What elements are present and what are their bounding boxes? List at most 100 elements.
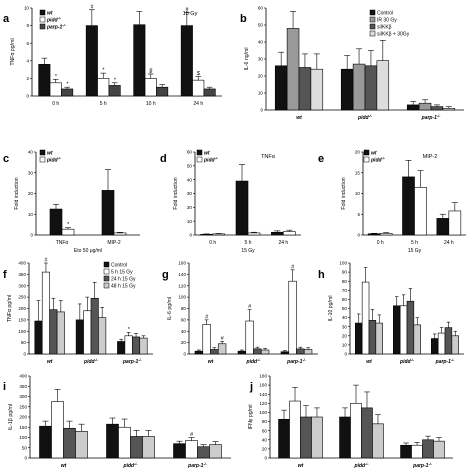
bar-j-2-3 bbox=[433, 440, 445, 459]
bar-i-2-0 bbox=[173, 443, 186, 459]
bar-f-0-1 bbox=[41, 271, 50, 355]
bar-f-2-1 bbox=[124, 335, 133, 355]
bar-j-0-0 bbox=[278, 418, 290, 459]
bar-b-2-0 bbox=[406, 104, 420, 111]
bar-b-1-2 bbox=[364, 65, 378, 111]
bar-h-2-1 bbox=[437, 332, 446, 355]
bar-a-1-2 bbox=[108, 85, 121, 97]
legend-swatch bbox=[39, 156, 46, 163]
legend-swatch bbox=[196, 149, 203, 156]
y-tick-label: 50 bbox=[22, 445, 28, 450]
significance-marker: * bbox=[114, 77, 117, 83]
panel-label: h bbox=[318, 269, 325, 281]
y-axis-label: Fold induction bbox=[14, 177, 20, 209]
bar-f-1-1 bbox=[83, 310, 92, 355]
legend-label: pidd-/- bbox=[46, 156, 62, 163]
significance-marker: * bbox=[66, 82, 69, 88]
bar-j-0-1 bbox=[289, 400, 301, 459]
x-axis-label: Eto 50 μg/ml bbox=[74, 248, 102, 254]
panel-label: j bbox=[249, 381, 253, 393]
y-tick-label: 300 bbox=[18, 283, 26, 288]
y-tick-label: 80 bbox=[181, 306, 187, 311]
y-tick-label: 0 bbox=[189, 233, 192, 238]
panel-d: d 0 10 20 30 40 50 60 Fold induction 0 h 5 h 24 h 15… bbox=[160, 150, 301, 254]
y-tick-label: 0 bbox=[357, 233, 360, 238]
category-label: wt bbox=[298, 463, 304, 469]
category-label: parp-1-/- bbox=[421, 114, 441, 121]
category-label: wt bbox=[61, 463, 67, 469]
bar-g-1-3 bbox=[260, 349, 270, 355]
bar-g-1-0 bbox=[237, 350, 247, 355]
y-tick-label: 250 bbox=[18, 295, 26, 300]
category-label: parp-1-/- bbox=[122, 358, 142, 365]
bar-i-2-3 bbox=[209, 444, 222, 459]
legend-swatch bbox=[103, 282, 110, 289]
significance-marker: # bbox=[190, 432, 194, 438]
y-tick-label: 40 bbox=[258, 40, 264, 45]
bar-j-2-0 bbox=[400, 444, 412, 459]
x-axis-label: 15 Gy bbox=[408, 248, 422, 254]
y-tick-label: 250 bbox=[19, 404, 27, 409]
legend-label: siIKKβ bbox=[377, 24, 392, 30]
y-axis-label: Fold induction bbox=[341, 177, 347, 209]
panel-annotation: MIP-2 bbox=[423, 154, 438, 160]
bar-c-0-1 bbox=[61, 228, 75, 236]
panel-h: h 0 10 20 30 40 50 60 70 80 90 100 IL-10 pg/ml wt pidd… bbox=[318, 261, 464, 365]
y-tick-label: 50 bbox=[21, 340, 27, 345]
y-tick-label: 30 bbox=[258, 57, 264, 62]
bar-h-2-0 bbox=[431, 338, 439, 355]
bar-h-0-3 bbox=[375, 322, 383, 355]
y-tick-label: 300 bbox=[19, 394, 27, 399]
bar-e-1-1 bbox=[414, 186, 427, 236]
significance-marker: # bbox=[90, 4, 94, 10]
bar-f-2-2 bbox=[132, 336, 141, 355]
bar-g-2-1 bbox=[288, 280, 297, 355]
legend-swatch bbox=[103, 268, 110, 275]
category-label: 5 h bbox=[245, 240, 252, 246]
bar-b-1-1 bbox=[352, 63, 366, 111]
y-tick-label: 8 bbox=[26, 23, 29, 28]
y-tick-label: 20 bbox=[355, 150, 361, 155]
y-axis-label: TNFα pg/ml bbox=[10, 38, 16, 65]
legend-label: Control bbox=[377, 10, 393, 16]
category-label: pidd-/- bbox=[123, 462, 139, 469]
y-tick-label: 350 bbox=[19, 384, 27, 389]
bar-i-0-2 bbox=[63, 427, 76, 459]
significance-marker: * bbox=[67, 222, 70, 228]
panel-i: i 0 50 100 150 200 250 300 350 400 IL-1β pg/ml wt pi… bbox=[3, 374, 231, 469]
bar-g-0-2 bbox=[210, 349, 219, 355]
bar-f-0-0 bbox=[34, 320, 43, 355]
legend-swatch bbox=[39, 23, 46, 30]
y-tick-label: 5 bbox=[357, 212, 360, 217]
bar-f-1-0 bbox=[75, 319, 84, 355]
bar-g-0-1 bbox=[202, 324, 211, 355]
bar-a-1-1 bbox=[97, 78, 110, 97]
significance-marker: # bbox=[248, 304, 252, 310]
bar-h-1-3 bbox=[413, 324, 421, 355]
bar-d-0-0 bbox=[200, 234, 213, 236]
bar-h-0-1 bbox=[361, 281, 370, 355]
bar-g-2-3 bbox=[303, 349, 313, 355]
bar-d-1-1 bbox=[247, 232, 261, 236]
y-tick-label: 60 bbox=[262, 428, 268, 433]
bar-h-1-0 bbox=[393, 305, 401, 355]
y-tick-label: 40 bbox=[262, 437, 268, 442]
bar-b-0-3 bbox=[310, 68, 324, 111]
panel-annotation: 15 Gy bbox=[183, 11, 198, 17]
legend-swatch bbox=[369, 16, 376, 23]
legend-swatch bbox=[39, 149, 46, 156]
y-tick-label: 0 bbox=[23, 352, 26, 357]
bar-h-0-0 bbox=[355, 322, 363, 355]
category-label: TNFα bbox=[56, 240, 69, 246]
bar-f-2-0 bbox=[117, 341, 126, 355]
bar-b-1-3 bbox=[376, 60, 390, 111]
bar-h-1-1 bbox=[399, 305, 408, 355]
bar-a-3-0 bbox=[180, 25, 193, 97]
y-axis-label: IL-1β pg/ml bbox=[8, 404, 14, 430]
bar-d-2-0 bbox=[271, 231, 284, 236]
y-tick-label: 120 bbox=[259, 401, 267, 406]
category-label: 10 h bbox=[146, 101, 156, 107]
y-tick-label: 4 bbox=[26, 58, 29, 63]
panel-label: g bbox=[162, 269, 169, 281]
